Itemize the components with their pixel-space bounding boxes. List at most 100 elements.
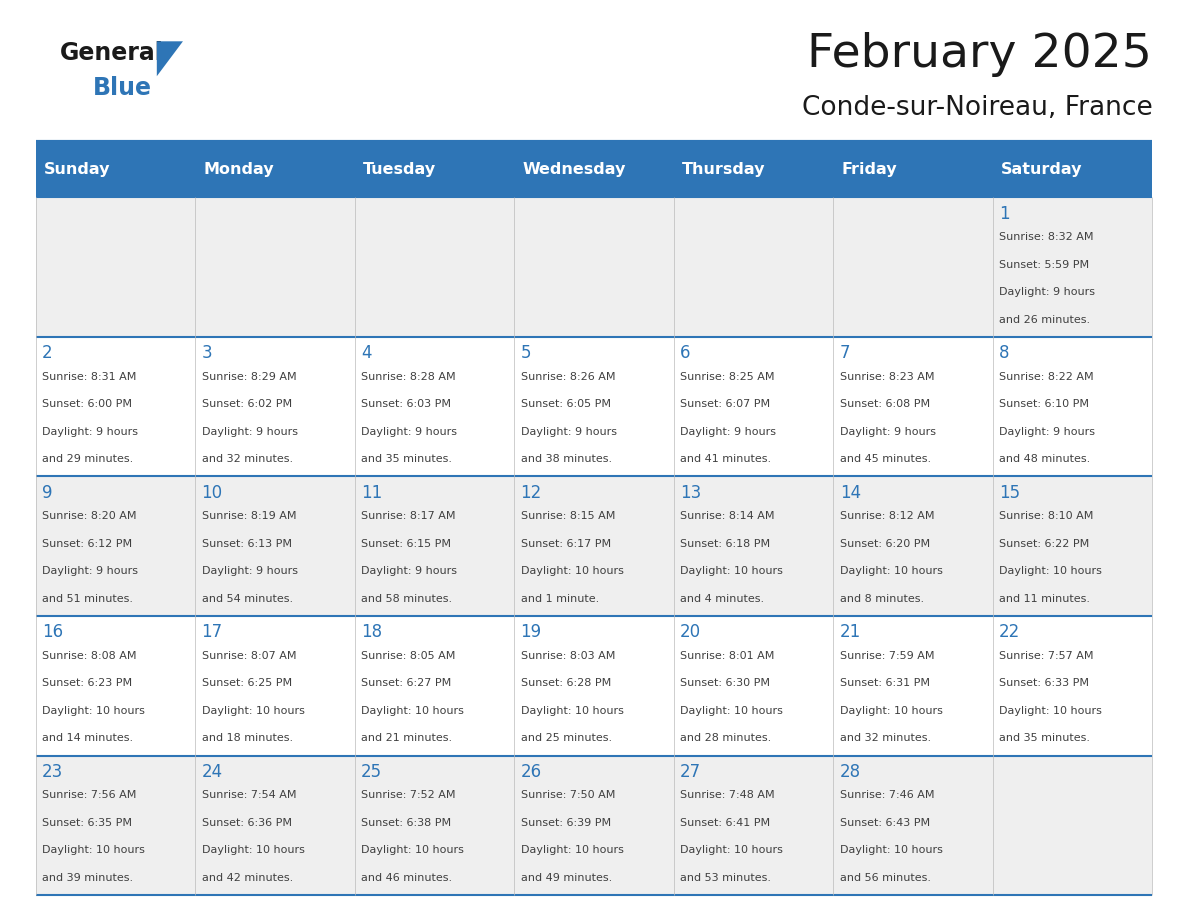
Text: Sunset: 6:13 PM: Sunset: 6:13 PM bbox=[202, 539, 291, 549]
Text: and 49 minutes.: and 49 minutes. bbox=[520, 873, 612, 883]
Text: Conde-sur-Noireau, France: Conde-sur-Noireau, France bbox=[802, 95, 1152, 120]
Text: and 28 minutes.: and 28 minutes. bbox=[681, 733, 771, 744]
Text: 20: 20 bbox=[681, 623, 701, 642]
Text: Sunset: 6:05 PM: Sunset: 6:05 PM bbox=[520, 399, 611, 409]
Text: General: General bbox=[59, 41, 163, 65]
Text: Sunrise: 8:29 AM: Sunrise: 8:29 AM bbox=[202, 372, 296, 382]
Text: 25: 25 bbox=[361, 763, 383, 781]
Text: 1: 1 bbox=[999, 205, 1010, 223]
Text: Daylight: 10 hours: Daylight: 10 hours bbox=[520, 706, 624, 716]
Text: and 32 minutes.: and 32 minutes. bbox=[202, 454, 292, 465]
Text: 19: 19 bbox=[520, 623, 542, 642]
Text: Daylight: 9 hours: Daylight: 9 hours bbox=[361, 566, 457, 577]
Text: Daylight: 10 hours: Daylight: 10 hours bbox=[42, 845, 145, 856]
Text: Sunset: 6:25 PM: Sunset: 6:25 PM bbox=[202, 678, 292, 688]
Bar bbox=[195, 476, 355, 616]
Text: Sunrise: 7:50 AM: Sunrise: 7:50 AM bbox=[520, 790, 615, 800]
Bar bbox=[36, 197, 195, 337]
Bar bbox=[674, 337, 833, 476]
Text: 14: 14 bbox=[840, 484, 861, 502]
Bar bbox=[355, 142, 514, 197]
Text: Sunset: 6:36 PM: Sunset: 6:36 PM bbox=[202, 818, 291, 828]
Text: Blue: Blue bbox=[93, 76, 152, 100]
Text: 17: 17 bbox=[202, 623, 222, 642]
Bar bbox=[355, 476, 514, 616]
Text: Daylight: 9 hours: Daylight: 9 hours bbox=[999, 427, 1095, 437]
Text: Sunset: 6:35 PM: Sunset: 6:35 PM bbox=[42, 818, 132, 828]
Text: Sunset: 6:43 PM: Sunset: 6:43 PM bbox=[840, 818, 930, 828]
Text: 4: 4 bbox=[361, 344, 372, 363]
Text: 21: 21 bbox=[840, 623, 861, 642]
Text: Daylight: 10 hours: Daylight: 10 hours bbox=[681, 706, 783, 716]
Bar bbox=[514, 337, 674, 476]
Text: and 51 minutes.: and 51 minutes. bbox=[42, 594, 133, 604]
Text: Sunset: 6:22 PM: Sunset: 6:22 PM bbox=[999, 539, 1089, 549]
Text: Sunrise: 8:08 AM: Sunrise: 8:08 AM bbox=[42, 651, 137, 661]
Text: Sunrise: 8:14 AM: Sunrise: 8:14 AM bbox=[681, 511, 775, 521]
Text: Sunset: 6:02 PM: Sunset: 6:02 PM bbox=[202, 399, 292, 409]
Text: Daylight: 10 hours: Daylight: 10 hours bbox=[42, 706, 145, 716]
Text: 8: 8 bbox=[999, 344, 1010, 363]
Text: Daylight: 10 hours: Daylight: 10 hours bbox=[202, 845, 304, 856]
Text: and 46 minutes.: and 46 minutes. bbox=[361, 873, 453, 883]
Text: and 39 minutes.: and 39 minutes. bbox=[42, 873, 133, 883]
Text: Sunset: 6:18 PM: Sunset: 6:18 PM bbox=[681, 539, 770, 549]
Bar bbox=[833, 476, 993, 616]
Bar bbox=[674, 197, 833, 337]
Text: Daylight: 9 hours: Daylight: 9 hours bbox=[202, 427, 297, 437]
Bar bbox=[195, 197, 355, 337]
Text: Sunrise: 8:03 AM: Sunrise: 8:03 AM bbox=[520, 651, 615, 661]
Text: and 25 minutes.: and 25 minutes. bbox=[520, 733, 612, 744]
Text: and 53 minutes.: and 53 minutes. bbox=[681, 873, 771, 883]
Text: Sunrise: 7:57 AM: Sunrise: 7:57 AM bbox=[999, 651, 1094, 661]
Text: 2: 2 bbox=[42, 344, 52, 363]
Text: 16: 16 bbox=[42, 623, 63, 642]
Text: Sunset: 5:59 PM: Sunset: 5:59 PM bbox=[999, 260, 1089, 270]
Bar bbox=[833, 337, 993, 476]
Text: Daylight: 10 hours: Daylight: 10 hours bbox=[520, 566, 624, 577]
Text: and 48 minutes.: and 48 minutes. bbox=[999, 454, 1091, 465]
Text: Saturday: Saturday bbox=[1000, 162, 1082, 177]
Bar bbox=[195, 337, 355, 476]
Text: Monday: Monday bbox=[203, 162, 273, 177]
Text: Sunset: 6:30 PM: Sunset: 6:30 PM bbox=[681, 678, 770, 688]
Text: Daylight: 10 hours: Daylight: 10 hours bbox=[840, 706, 942, 716]
Text: and 1 minute.: and 1 minute. bbox=[520, 594, 599, 604]
Text: Daylight: 9 hours: Daylight: 9 hours bbox=[202, 566, 297, 577]
Text: 10: 10 bbox=[202, 484, 222, 502]
Text: Sunrise: 8:32 AM: Sunrise: 8:32 AM bbox=[999, 232, 1094, 242]
Text: Sunday: Sunday bbox=[44, 162, 110, 177]
Text: Sunset: 6:28 PM: Sunset: 6:28 PM bbox=[520, 678, 611, 688]
Text: Sunrise: 8:01 AM: Sunrise: 8:01 AM bbox=[681, 651, 775, 661]
Text: Daylight: 10 hours: Daylight: 10 hours bbox=[681, 566, 783, 577]
Text: and 58 minutes.: and 58 minutes. bbox=[361, 594, 453, 604]
Text: Sunset: 6:10 PM: Sunset: 6:10 PM bbox=[999, 399, 1089, 409]
Text: Sunrise: 8:05 AM: Sunrise: 8:05 AM bbox=[361, 651, 455, 661]
Text: 24: 24 bbox=[202, 763, 222, 781]
Bar bbox=[993, 616, 1152, 756]
Text: and 11 minutes.: and 11 minutes. bbox=[999, 594, 1091, 604]
Text: and 54 minutes.: and 54 minutes. bbox=[202, 594, 292, 604]
Text: Sunset: 6:23 PM: Sunset: 6:23 PM bbox=[42, 678, 132, 688]
Bar bbox=[36, 142, 195, 197]
Bar bbox=[514, 476, 674, 616]
Text: Sunset: 6:39 PM: Sunset: 6:39 PM bbox=[520, 818, 611, 828]
Text: Daylight: 10 hours: Daylight: 10 hours bbox=[361, 845, 465, 856]
Text: Wednesday: Wednesday bbox=[523, 162, 626, 177]
Text: Sunrise: 7:48 AM: Sunrise: 7:48 AM bbox=[681, 790, 775, 800]
Text: Daylight: 9 hours: Daylight: 9 hours bbox=[361, 427, 457, 437]
Text: and 42 minutes.: and 42 minutes. bbox=[202, 873, 292, 883]
Text: Sunset: 6:07 PM: Sunset: 6:07 PM bbox=[681, 399, 770, 409]
Text: Sunset: 6:00 PM: Sunset: 6:00 PM bbox=[42, 399, 132, 409]
Text: Sunrise: 7:46 AM: Sunrise: 7:46 AM bbox=[840, 790, 934, 800]
Text: 9: 9 bbox=[42, 484, 52, 502]
Text: Friday: Friday bbox=[841, 162, 897, 177]
Bar bbox=[674, 142, 833, 197]
Bar bbox=[833, 756, 993, 895]
Text: Sunset: 6:20 PM: Sunset: 6:20 PM bbox=[840, 539, 930, 549]
Text: 3: 3 bbox=[202, 344, 213, 363]
Text: Sunrise: 8:23 AM: Sunrise: 8:23 AM bbox=[840, 372, 934, 382]
Bar bbox=[993, 142, 1152, 197]
Text: 13: 13 bbox=[681, 484, 701, 502]
Text: Daylight: 10 hours: Daylight: 10 hours bbox=[520, 845, 624, 856]
